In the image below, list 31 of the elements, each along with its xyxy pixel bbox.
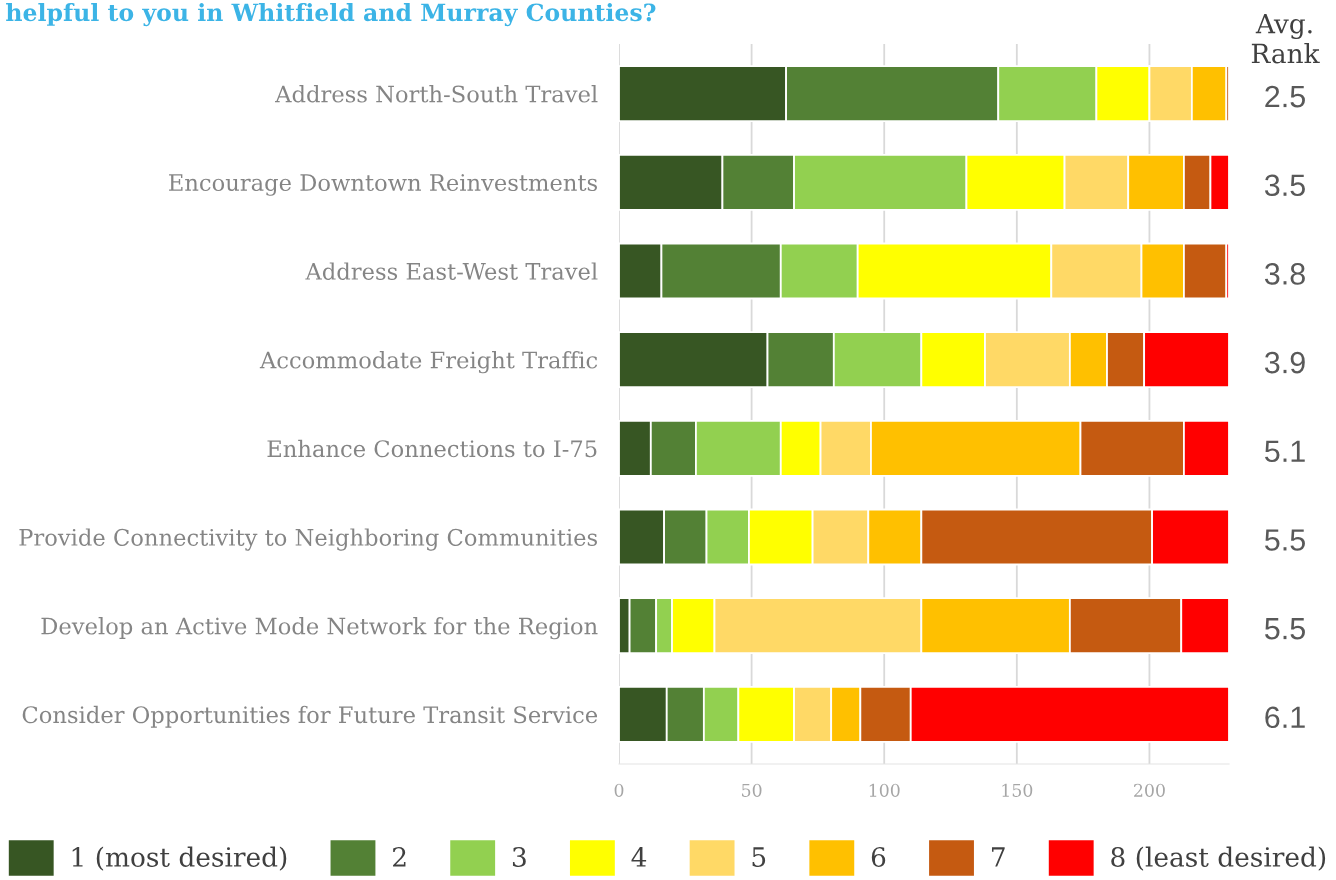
legend-label: 7 <box>992 847 1005 867</box>
y-tick-label: Address North-South Travel <box>275 85 598 103</box>
text: 3.9 <box>1264 351 1305 374</box>
y-tick-label: Enhance Connections to I-75 <box>267 439 597 458</box>
text: 6.1 <box>1265 706 1305 729</box>
legend-label: 5 <box>752 847 766 867</box>
text: 5.5 <box>1264 618 1305 640</box>
y-tick-label: Consider Opportunities for Future Transit Service <box>22 705 598 728</box>
legend-label: 8 (least desired) <box>1111 846 1326 871</box>
legend-label: 4 <box>631 846 647 867</box>
x-tick-label: 100 <box>869 783 900 797</box>
text: helpful to you in Whitfield and Murray Counties? <box>6 3 656 27</box>
legend-label: 1 (most desired) <box>72 846 287 871</box>
text: Avg. Rank <box>1251 13 1320 64</box>
x-tick-label: 50 <box>742 783 762 797</box>
x-tick-label: 200 <box>1134 783 1165 797</box>
text: 5.5 <box>1264 529 1305 551</box>
x-tick-label: 0 <box>614 783 624 797</box>
legend-label: 6 <box>871 846 886 867</box>
text: 5.1 <box>1264 440 1305 463</box>
text: 3.8 <box>1264 263 1305 285</box>
y-tick-label: Develop an Active Mode Network for the Region <box>41 617 598 640</box>
text: 2.5 <box>1265 85 1305 108</box>
y-tick-label: Encourage Downtown Reinvestments <box>169 174 597 196</box>
y-tick-label: Accommodate Freight Traffic <box>259 351 598 374</box>
y-tick-label: Provide Connectivity to Neighboring Communities <box>19 528 597 551</box>
legend-label: 3 <box>512 846 526 867</box>
legend-label: 2 <box>393 846 406 867</box>
text: 3.5 <box>1264 174 1305 197</box>
y-tick-label: Address East-West Travel <box>305 262 598 280</box>
x-tick-label: 150 <box>1002 783 1033 797</box>
